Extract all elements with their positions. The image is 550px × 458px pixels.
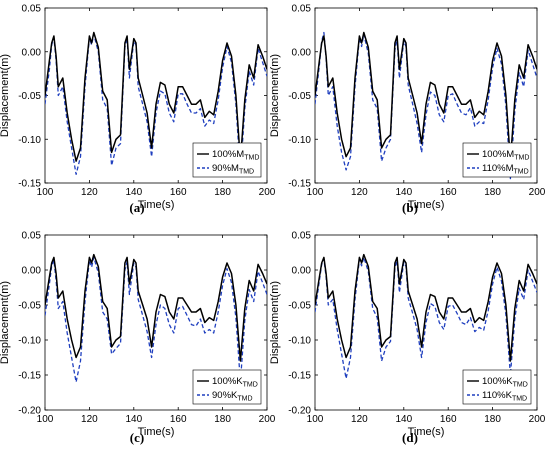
x-axis-label: Time(s) <box>138 426 175 438</box>
x-tick-label: 120 <box>351 414 368 425</box>
y-axis-label: Displacement(m) <box>269 281 281 364</box>
legend-entry-subscript: TMD <box>514 155 529 162</box>
series-line-110m <box>315 31 537 180</box>
y-tick-label: 0.05 <box>22 231 42 242</box>
panel-label: (d) <box>402 430 418 445</box>
series-line-100k <box>315 253 537 362</box>
legend-entry-subscript: TMD <box>514 169 529 176</box>
x-tick-label: 180 <box>214 187 231 198</box>
legend-entry-name: 100%K <box>212 376 243 387</box>
legend-entry-subscript: TMD <box>237 396 252 403</box>
x-tick-label: 140 <box>125 187 142 198</box>
x-tick-label: 140 <box>395 414 412 425</box>
y-axis-label: Displacement(m) <box>0 54 11 137</box>
legend-entry-name: 90%M <box>212 163 239 174</box>
x-tick-label: 200 <box>259 414 276 425</box>
x-tick-label: 160 <box>170 187 187 198</box>
panel-label: (a) <box>129 200 144 215</box>
y-axis-label: Displacement(m) <box>0 281 11 364</box>
legend-entry-subscript: TMD <box>512 396 527 403</box>
legend-entry-name: 100%M <box>212 149 244 160</box>
y-tick-label: -0.05 <box>288 301 311 312</box>
x-tick-label: 180 <box>484 414 501 425</box>
y-tick-label: -0.05 <box>288 91 311 102</box>
y-tick-label: 0.00 <box>22 266 42 277</box>
y-tick-label: 0.00 <box>292 47 312 58</box>
y-tick-label: -0.05 <box>18 301 41 312</box>
y-tick-label: -0.15 <box>18 179 41 190</box>
y-tick-label: 0.05 <box>292 4 312 15</box>
x-tick-label: 120 <box>81 187 98 198</box>
panel-label: (b) <box>402 200 418 215</box>
x-tick-label: 100 <box>37 187 54 198</box>
legend-entry-label: 110%MTMD <box>482 163 529 176</box>
legend-entry-label: 100%MTMD <box>212 149 259 162</box>
series-line-100k <box>45 253 267 362</box>
y-tick-label: -0.15 <box>288 179 311 190</box>
y-tick-label: 0.05 <box>22 4 42 15</box>
legend-entry-name: 110%M <box>482 163 514 174</box>
y-tick-label: -0.10 <box>18 336 41 347</box>
series-line-100m <box>45 31 267 162</box>
legend-entry-subscript: TMD <box>243 382 258 389</box>
chart-panel-b: 100 120 140 160 180 200 0.05 0.00 -0.05 -0.10 -0.1… <box>269 4 546 216</box>
legend-entry-name: 100%K <box>482 376 513 387</box>
legend-box <box>462 142 532 178</box>
legend-entry-subscript: TMD <box>239 169 254 176</box>
x-tick-label: 100 <box>307 414 324 425</box>
x-tick-label: 100 <box>37 414 54 425</box>
y-tick-label: -0.20 <box>288 406 311 417</box>
legend-entry-label: 90%MTMD <box>212 163 254 176</box>
x-tick-label: 100 <box>307 187 324 198</box>
x-tick-label: 140 <box>395 187 412 198</box>
panel-label: (c) <box>130 430 144 445</box>
x-tick-label: 160 <box>440 414 457 425</box>
y-tick-label: -0.10 <box>288 135 311 146</box>
chart-panel-c: 100 120 140 160 180 200 0.05 0.00 -0.05 -0.10 -0.1… <box>0 231 276 446</box>
series-line-90m <box>45 33 267 175</box>
y-tick-label: 0.00 <box>292 266 312 277</box>
legend-entry-label: 100%KTMD <box>212 376 258 389</box>
x-axis-label: Time(s) <box>138 199 175 211</box>
series-line-110k <box>315 256 537 380</box>
legend-entry-name: 90%K <box>212 390 238 401</box>
x-tick-label: 120 <box>351 187 368 198</box>
legend-entry-subscript: TMD <box>513 382 528 389</box>
series-line-90k <box>45 256 267 383</box>
legend-entry-label: 110%KTMD <box>482 390 527 403</box>
x-tick-label: 140 <box>125 414 142 425</box>
legend-entry-label: 90%KTMD <box>212 390 253 403</box>
y-tick-label: -0.15 <box>288 371 311 382</box>
y-tick-label: 0.05 <box>292 231 312 242</box>
legend-box <box>192 369 262 405</box>
legend-box <box>462 369 532 405</box>
legend-entry-name: 100%M <box>482 149 514 160</box>
legend-entry-label: 100%KTMD <box>482 376 528 389</box>
y-tick-label: -0.05 <box>18 91 41 102</box>
y-tick-label: -0.15 <box>18 371 41 382</box>
x-tick-label: 180 <box>214 414 231 425</box>
y-tick-label: -0.10 <box>18 135 41 146</box>
legend-entry-label: 100%MTMD <box>482 149 529 162</box>
chart-panel-d: 100 120 140 160 180 200 0.05 0.00 -0.05 -0.10 -0.1… <box>269 231 546 446</box>
y-tick-label: -0.10 <box>288 336 311 347</box>
y-axis-label: Displacement(m) <box>269 54 281 137</box>
legend-entry-name: 110%K <box>482 390 513 401</box>
x-tick-label: 180 <box>484 187 501 198</box>
x-tick-label: 120 <box>81 414 98 425</box>
x-tick-label: 160 <box>440 187 457 198</box>
x-axis-label: Time(s) <box>408 199 445 211</box>
x-tick-label: 200 <box>259 187 276 198</box>
legend-entry-subscript: TMD <box>244 155 259 162</box>
chart-panel-a: 100 120 140 160 180 200 0.05 0.00 -0.05 -0.10 -0.1… <box>0 4 276 216</box>
y-tick-label: 0.00 <box>22 47 42 58</box>
x-axis-label: Time(s) <box>408 426 445 438</box>
x-tick-label: 160 <box>170 414 187 425</box>
y-tick-label: -0.20 <box>18 406 41 417</box>
series-line-100m <box>315 31 537 162</box>
x-tick-label: 200 <box>529 187 546 198</box>
x-tick-label: 200 <box>529 414 546 425</box>
legend-box <box>192 142 262 178</box>
